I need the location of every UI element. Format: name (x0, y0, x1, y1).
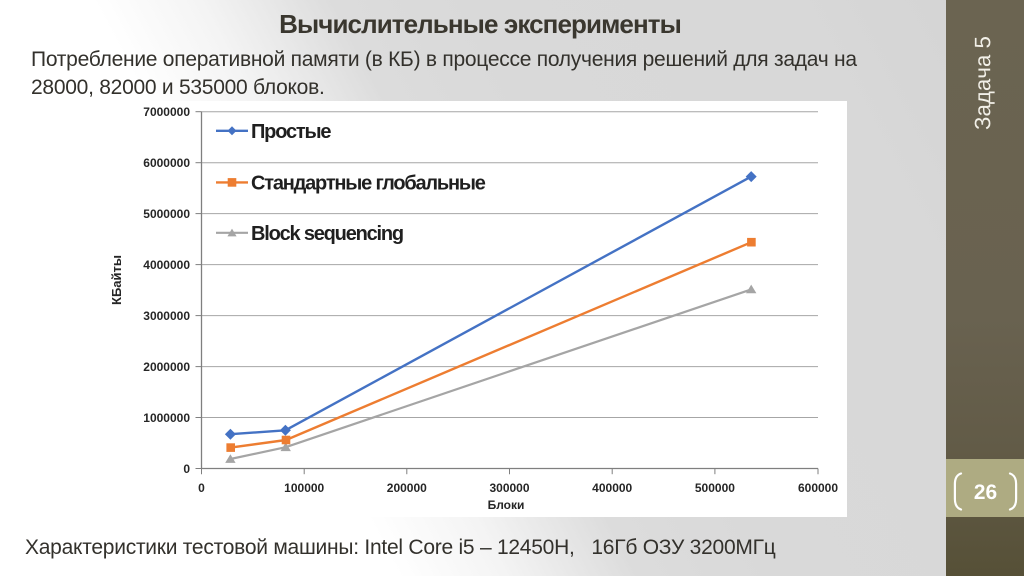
svg-text:Блоки: Блоки (488, 498, 525, 512)
svg-text:500000: 500000 (695, 481, 735, 495)
svg-text:6000000: 6000000 (143, 156, 190, 170)
svg-text:Простые: Простые (251, 121, 331, 143)
svg-text:2000000: 2000000 (143, 360, 190, 374)
svg-text:3000000: 3000000 (143, 309, 190, 323)
svg-text:100000: 100000 (284, 481, 324, 495)
svg-text:1000000: 1000000 (143, 411, 190, 425)
svg-text:КБайты: КБайты (109, 255, 124, 305)
svg-text:0: 0 (183, 462, 190, 476)
svg-text:Block sequencing: Block sequencing (251, 223, 403, 245)
svg-text:7000000: 7000000 (143, 105, 190, 119)
svg-text:300000: 300000 (489, 481, 529, 495)
svg-text:4000000: 4000000 (143, 258, 190, 272)
svg-text:Стандартные глобальные: Стандартные глобальные (251, 173, 486, 195)
svg-text:400000: 400000 (592, 481, 632, 495)
svg-text:200000: 200000 (387, 481, 427, 495)
svg-text:600000: 600000 (798, 481, 838, 495)
svg-text:5000000: 5000000 (143, 207, 190, 221)
svg-text:0: 0 (198, 481, 205, 495)
